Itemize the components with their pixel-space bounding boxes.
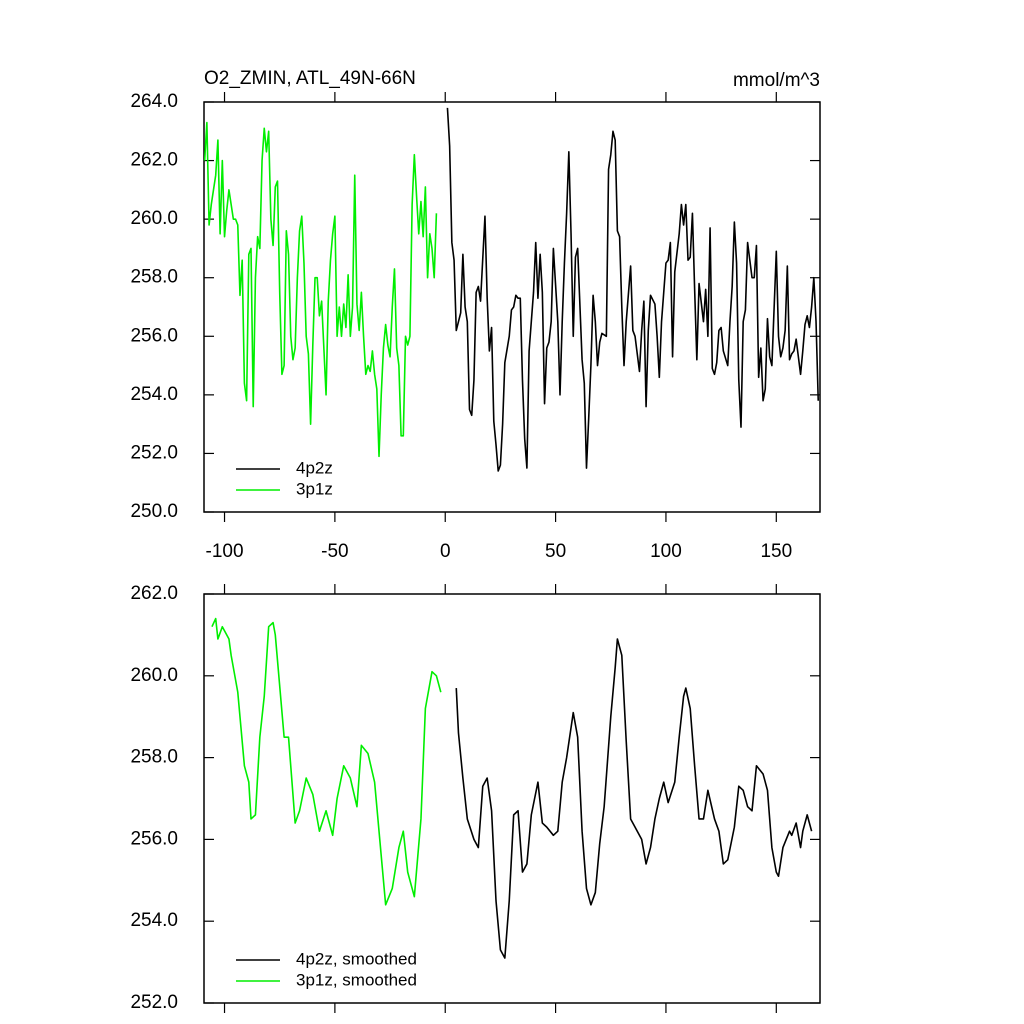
plot-frame bbox=[203, 593, 821, 1004]
y-tick-label: 258.0 bbox=[130, 747, 178, 768]
plot-frame bbox=[203, 101, 821, 513]
x-tick-label: 50 bbox=[545, 541, 566, 562]
legend-label: 3p1z, smoothed bbox=[296, 970, 417, 989]
x-tick-label: -100 bbox=[206, 541, 244, 562]
y-tick-label: 254.0 bbox=[130, 384, 178, 405]
series-line bbox=[446, 107, 820, 472]
y-tick-label: 258.0 bbox=[130, 267, 178, 288]
series-line bbox=[211, 617, 442, 906]
series-line bbox=[455, 638, 813, 959]
y-tick-label: 262.0 bbox=[130, 150, 178, 171]
units-label: mmol/m^3 bbox=[733, 70, 820, 91]
x-tick-label: 0 bbox=[440, 541, 451, 562]
x-tick-label: -50 bbox=[321, 541, 348, 562]
legend-label: 4p2z, smoothed bbox=[296, 949, 417, 968]
y-tick-label: 250.0 bbox=[130, 501, 178, 522]
y-tick-label: 264.0 bbox=[130, 91, 178, 112]
series-line bbox=[203, 121, 438, 458]
y-tick-label: 252.0 bbox=[130, 442, 178, 463]
y-tick-label: 262.0 bbox=[130, 583, 178, 604]
x-tick-label: 150 bbox=[760, 541, 792, 562]
legend-label: 3p1z bbox=[296, 479, 333, 498]
y-tick-label: 260.0 bbox=[130, 208, 178, 229]
y-tick-label: 256.0 bbox=[130, 828, 178, 849]
legend-label: 4p2z bbox=[296, 458, 333, 477]
y-tick-label: 254.0 bbox=[130, 910, 178, 931]
y-tick-label: 252.0 bbox=[130, 992, 178, 1013]
y-tick-label: 256.0 bbox=[130, 325, 178, 346]
y-tick-label: 260.0 bbox=[130, 665, 178, 686]
chart-title: O2_ZMIN, ATL_49N-66N bbox=[204, 68, 416, 89]
x-tick-label: 100 bbox=[650, 541, 682, 562]
